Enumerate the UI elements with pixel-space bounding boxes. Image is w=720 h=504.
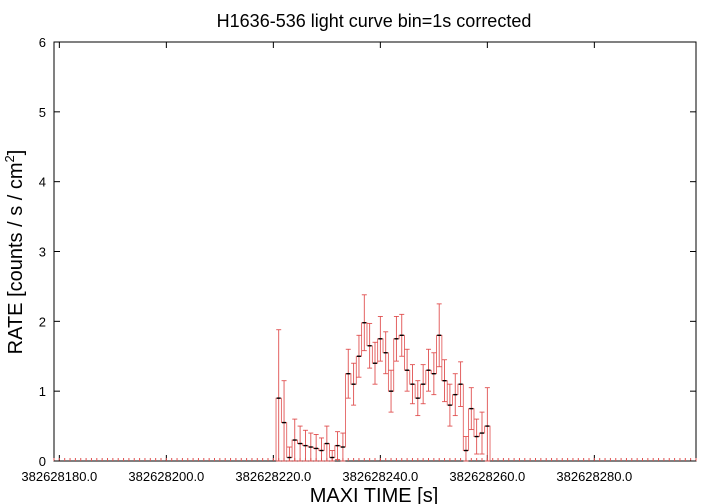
data-point bbox=[388, 369, 394, 413]
data-point bbox=[361, 294, 367, 352]
data-point bbox=[484, 387, 490, 462]
y-axis: 0 1 2 3 4 5 6 bbox=[39, 35, 696, 469]
data-point bbox=[367, 322, 373, 369]
y-axis-label-superscript: 2 bbox=[2, 155, 17, 162]
y-axis-label-tail: ] bbox=[5, 150, 27, 156]
light-curve-series bbox=[275, 294, 491, 462]
y-tick-label: 3 bbox=[39, 245, 46, 260]
data-point bbox=[324, 425, 330, 462]
data-point bbox=[409, 364, 415, 405]
data-point bbox=[302, 429, 308, 462]
data-point bbox=[356, 334, 362, 378]
data-point bbox=[420, 364, 426, 405]
data-point bbox=[458, 361, 464, 407]
data-point bbox=[308, 432, 314, 462]
data-point bbox=[463, 436, 469, 462]
data-point bbox=[286, 446, 292, 462]
x-axis-label: MAXI TIME [s] bbox=[310, 485, 439, 504]
y-tick-label: 6 bbox=[39, 35, 46, 50]
data-point bbox=[479, 411, 485, 455]
data-point bbox=[372, 341, 378, 385]
x-tick-label: 382628280.0 bbox=[556, 469, 632, 484]
y-axis-label-main: RATE [counts / s / cm bbox=[5, 162, 27, 354]
data-point bbox=[377, 315, 383, 362]
data-point bbox=[292, 418, 298, 462]
data-point bbox=[468, 387, 474, 431]
x-tick-label: 382628200.0 bbox=[128, 469, 204, 484]
chart-title: H1636-536 light curve bin=1s corrected bbox=[217, 11, 532, 31]
step-line bbox=[275, 322, 491, 461]
data-point bbox=[452, 373, 458, 417]
y-axis-label: RATE [counts / s / cm2] bbox=[2, 150, 27, 355]
data-point bbox=[383, 331, 389, 375]
data-point bbox=[313, 434, 319, 462]
data-point bbox=[442, 359, 448, 403]
data-point bbox=[340, 432, 346, 462]
data-point bbox=[415, 380, 421, 417]
y-tick-label: 2 bbox=[39, 314, 46, 329]
x-axis: 382628180.0 382628200.0 382628220.0 3826282… bbox=[21, 42, 697, 484]
data-point bbox=[276, 329, 282, 462]
data-point bbox=[404, 348, 410, 392]
data-point bbox=[297, 425, 303, 462]
y-tick-label: 0 bbox=[39, 454, 46, 469]
y-tick-label: 5 bbox=[39, 105, 46, 120]
data-point bbox=[474, 418, 480, 455]
x-tick-label: 382628220.0 bbox=[235, 469, 311, 484]
data-point bbox=[351, 362, 357, 406]
data-point bbox=[431, 352, 437, 396]
data-point bbox=[426, 348, 431, 392]
data-point bbox=[447, 383, 453, 427]
data-point bbox=[319, 437, 324, 462]
data-point bbox=[393, 315, 399, 362]
data-point bbox=[436, 303, 442, 368]
data-point bbox=[329, 450, 335, 462]
data-point bbox=[399, 313, 405, 357]
x-tick-label: 382628180.0 bbox=[21, 469, 97, 484]
data-point bbox=[345, 348, 351, 399]
x-tick-label: 382628260.0 bbox=[449, 469, 525, 484]
x-tick-label: 382628240.0 bbox=[342, 469, 418, 484]
data-point bbox=[335, 431, 341, 461]
plot-frame bbox=[53, 41, 697, 462]
data-point bbox=[281, 380, 287, 462]
plot-area bbox=[53, 41, 697, 462]
y-tick-label: 4 bbox=[39, 175, 46, 190]
y-tick-label: 1 bbox=[39, 384, 46, 399]
